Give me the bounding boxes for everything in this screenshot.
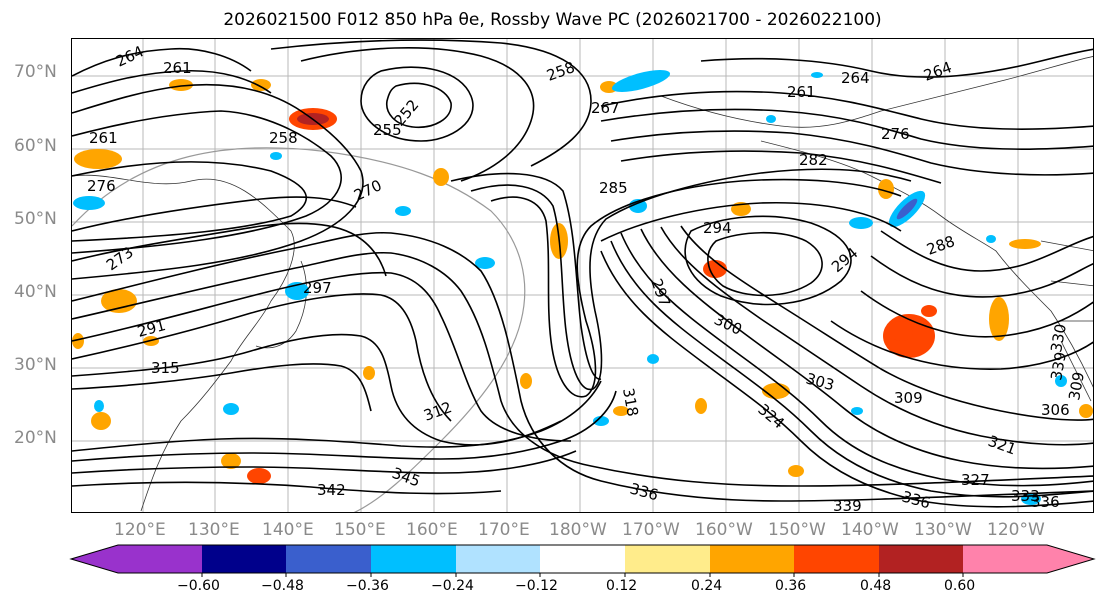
colorbar [69, 544, 1096, 577]
contour-label: 294 [703, 219, 732, 237]
colorbar-segment [202, 545, 286, 573]
contour-label: 321 [986, 432, 1019, 459]
contour-label: 300 [711, 310, 745, 338]
contour-map: 264 261 258 255 252 261 258 267 270 273 … [72, 39, 1093, 513]
contour-label: 336 [1031, 493, 1060, 511]
lon-label-180w: 180°W [549, 520, 607, 540]
colorbar-segment [879, 545, 963, 573]
lon-label-150w: 150°W [768, 520, 826, 540]
contour-label: 264 [113, 42, 147, 70]
lon-label-120w: 120°W [987, 520, 1045, 540]
contour-label: 339 [833, 497, 862, 513]
lon-label-160e: 160°E [406, 520, 458, 540]
contour-label: 261 [787, 83, 816, 101]
colorbar-segment [456, 545, 540, 573]
contour-label: 318 [619, 387, 642, 418]
colorbar-segment [118, 545, 202, 573]
colorbar-tick-label: 0.60 [944, 578, 976, 594]
colorbar-tick-label: 0.48 [860, 578, 892, 594]
colorbar-tick-label: −0.48 [261, 578, 304, 594]
lat-label-60n: 60°N [14, 136, 57, 156]
contour-label: 258 [269, 129, 298, 147]
contour-label: 264 [921, 58, 954, 85]
lon-label-120e: 120°E [114, 520, 166, 540]
contour-label: 330 [1047, 322, 1070, 353]
contour-label: 276 [881, 125, 910, 143]
lon-label-170w: 170°W [622, 520, 680, 540]
contour-label: 282 [799, 151, 828, 169]
lon-label-160w: 160°W [695, 520, 753, 540]
colorbar-tick-label: −0.36 [346, 578, 389, 594]
contour-label: 336 [628, 479, 660, 504]
contour-label: 309 [1065, 370, 1088, 401]
colorbar-tick-label: 0.36 [775, 578, 807, 594]
theta-e-contours [72, 39, 1093, 508]
graticule [72, 39, 1093, 512]
colorbar-tick-label: 0.24 [691, 578, 723, 594]
colorbar-segment [963, 545, 1047, 573]
contour-label: 264 [841, 69, 870, 87]
colorbar-segment [286, 545, 371, 573]
contour-label: 345 [390, 464, 423, 491]
lat-label-70n: 70°N [14, 62, 57, 82]
contour-label: 258 [544, 58, 577, 85]
contour-label: 294 [828, 244, 862, 276]
colorbar-segment [540, 545, 625, 573]
contour-label: 261 [163, 59, 192, 77]
map-title: 2026021500 F012 850 hPa θe, Rossby Wave … [223, 10, 882, 30]
contour-label: 270 [351, 176, 385, 204]
contour-label: 276 [87, 177, 116, 195]
lon-label-130w: 130°W [914, 520, 972, 540]
colorbar-segment [1047, 545, 1094, 573]
contour-label: 342 [317, 481, 346, 499]
lon-label-130e: 130°E [188, 520, 240, 540]
lat-label-50n: 50°N [14, 209, 57, 229]
colorbar-segment [794, 545, 879, 573]
contour-label: 297 [647, 276, 674, 309]
contour-label: 327 [961, 471, 990, 489]
contour-label: 312 [421, 398, 454, 425]
contour-label: 315 [151, 359, 180, 377]
colorbar-segment [371, 545, 456, 573]
colorbar-tick-label: 0.12 [606, 578, 638, 594]
colorbar-tick-label: −0.60 [177, 578, 220, 594]
contour-label: 285 [599, 179, 628, 197]
colorbar-tick-label: −0.12 [515, 578, 558, 594]
contour-label: 261 [89, 129, 118, 147]
colorbar-segment [625, 545, 710, 573]
lat-label-20n: 20°N [14, 428, 57, 448]
lat-label-30n: 30°N [14, 355, 57, 375]
lon-label-140w: 140°W [841, 520, 899, 540]
contour-label: 297 [303, 279, 332, 297]
contour-label: 288 [924, 232, 957, 259]
lat-label-40n: 40°N [14, 282, 57, 302]
contour-label: 267 [591, 99, 620, 117]
lon-label-140e: 140°E [262, 520, 314, 540]
contour-label: 255 [373, 121, 402, 139]
map-panel: 264 261 258 255 252 261 258 267 270 273 … [71, 38, 1094, 513]
lon-label-150e: 150°E [334, 520, 386, 540]
shading-negative [73, 70, 1067, 505]
contour-label: 303 [804, 369, 836, 394]
lon-label-170e: 170°E [478, 520, 530, 540]
contour-label: 339 [1047, 350, 1070, 381]
contour-label: 306 [1041, 401, 1070, 419]
contour-label: 309 [894, 389, 923, 407]
contour-label: 336 [900, 487, 932, 512]
colorbar-tick-label: −0.24 [431, 578, 474, 594]
shading-positive [72, 79, 1093, 484]
colorbar-segment [71, 545, 118, 573]
colorbar-segment [710, 545, 794, 573]
contour-label: 333 [1011, 487, 1040, 505]
